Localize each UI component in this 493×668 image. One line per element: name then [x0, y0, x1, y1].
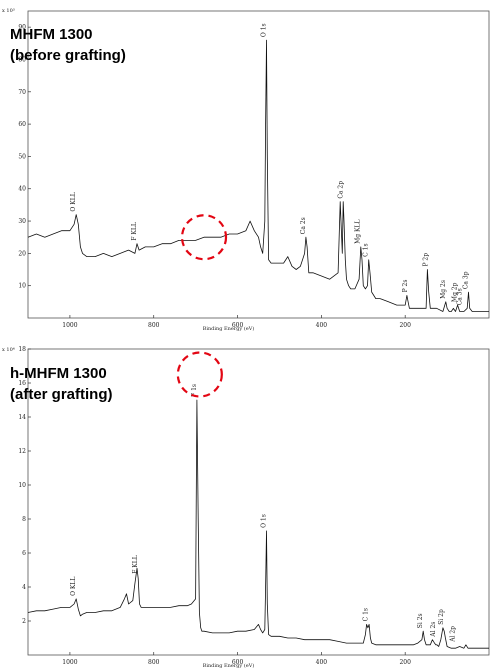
peak-label: C 1s — [363, 243, 370, 256]
x-axis-label: Binding Energy (eV) — [203, 662, 255, 668]
y-tick-label: 80 — [18, 56, 26, 63]
peak-label: F 1s — [191, 384, 198, 397]
x-tick-label: 600 — [232, 322, 244, 329]
x-tick-label: 1000 — [62, 659, 77, 666]
peak-label: Mg 2s — [440, 280, 447, 299]
y-tick-label: 18 — [18, 346, 26, 353]
plot-frame — [27, 10, 490, 319]
peak-label: O 1s — [260, 23, 267, 37]
peak-label: F KLL — [132, 555, 139, 574]
peak-label: C 1s — [362, 608, 369, 621]
spectrum-line — [27, 399, 489, 649]
peak-label: Al 2s — [430, 622, 437, 638]
y-tick-label: 8 — [22, 516, 26, 523]
highlight-circle — [176, 351, 223, 398]
x-tick-label: 1000 — [62, 322, 77, 329]
chart-panel-2: x 10⁴ 2 4 6 8 10 12 14 16 18 1000 800 600 400 200 Bindi… — [2, 346, 490, 668]
peak-label: Ca 2s — [300, 217, 307, 234]
peak-label: P 2p — [423, 253, 430, 267]
x-tick-label: 600 — [232, 659, 244, 666]
spectrum-line — [27, 39, 489, 312]
peak-label: Si 2s — [417, 613, 424, 628]
x-tick-label: 400 — [316, 659, 328, 666]
y-tick-label: 10 — [18, 283, 26, 290]
y-exponent-label: x 10³ — [2, 8, 15, 14]
y-tick-label: 90 — [18, 24, 26, 31]
y-exponent-label: x 10⁴ — [2, 347, 15, 353]
x-tick-label: 800 — [148, 322, 160, 329]
y-tick-label: 10 — [18, 482, 26, 489]
y-tick-label: 6 — [22, 550, 26, 557]
peak-label: Mg 2p — [452, 282, 459, 302]
peak-label: Ca 2p — [338, 181, 345, 199]
y-tick-label: 30 — [18, 218, 26, 225]
x-axis-label: Binding Energy (eV) — [203, 325, 255, 332]
peak-label: F KLL — [131, 222, 138, 241]
y-tick-label: 12 — [18, 448, 26, 455]
x-tick-label: 200 — [399, 659, 411, 666]
x-tick-label: 200 — [399, 322, 411, 329]
peak-label: Al 2p — [449, 626, 456, 643]
panel-title: h-MHFM 1300 — [10, 365, 107, 382]
peak-label: O KLL — [70, 192, 77, 211]
y-tick-label: 16 — [18, 380, 26, 387]
y-tick-label: 2 — [22, 618, 26, 625]
y-tick-label: 70 — [18, 89, 26, 96]
chart-panel-1: x 10³ 10 20 30 40 50 60 70 80 90 1000 800 600 400 200 B… — [2, 8, 490, 332]
y-tick-label: 4 — [22, 584, 26, 591]
y-tick-label: 60 — [18, 121, 26, 128]
y-tick-label: 20 — [18, 250, 26, 257]
peak-label: Mg KLL — [355, 220, 362, 244]
x-tick-label: 800 — [148, 659, 160, 666]
panel-subtitle: (after grafting) — [10, 386, 113, 403]
peak-label: Ca 3p — [462, 271, 469, 289]
peak-label: O 1s — [260, 514, 267, 528]
panel-subtitle: (before grafting) — [10, 47, 126, 64]
highlight-circle — [180, 214, 228, 261]
peak-label: Si 2p — [438, 609, 445, 625]
plot-frame — [27, 348, 490, 656]
y-tick-label: 14 — [18, 414, 26, 421]
x-tick-label: 400 — [316, 322, 328, 329]
y-tick-label: 40 — [18, 186, 26, 193]
panel-title: MHFM 1300 — [10, 26, 93, 43]
peak-label: Ca 3s — [457, 288, 464, 305]
y-tick-label: 50 — [18, 153, 26, 160]
peak-label: P 2s — [402, 280, 409, 293]
peak-label: O KLL — [70, 577, 77, 596]
